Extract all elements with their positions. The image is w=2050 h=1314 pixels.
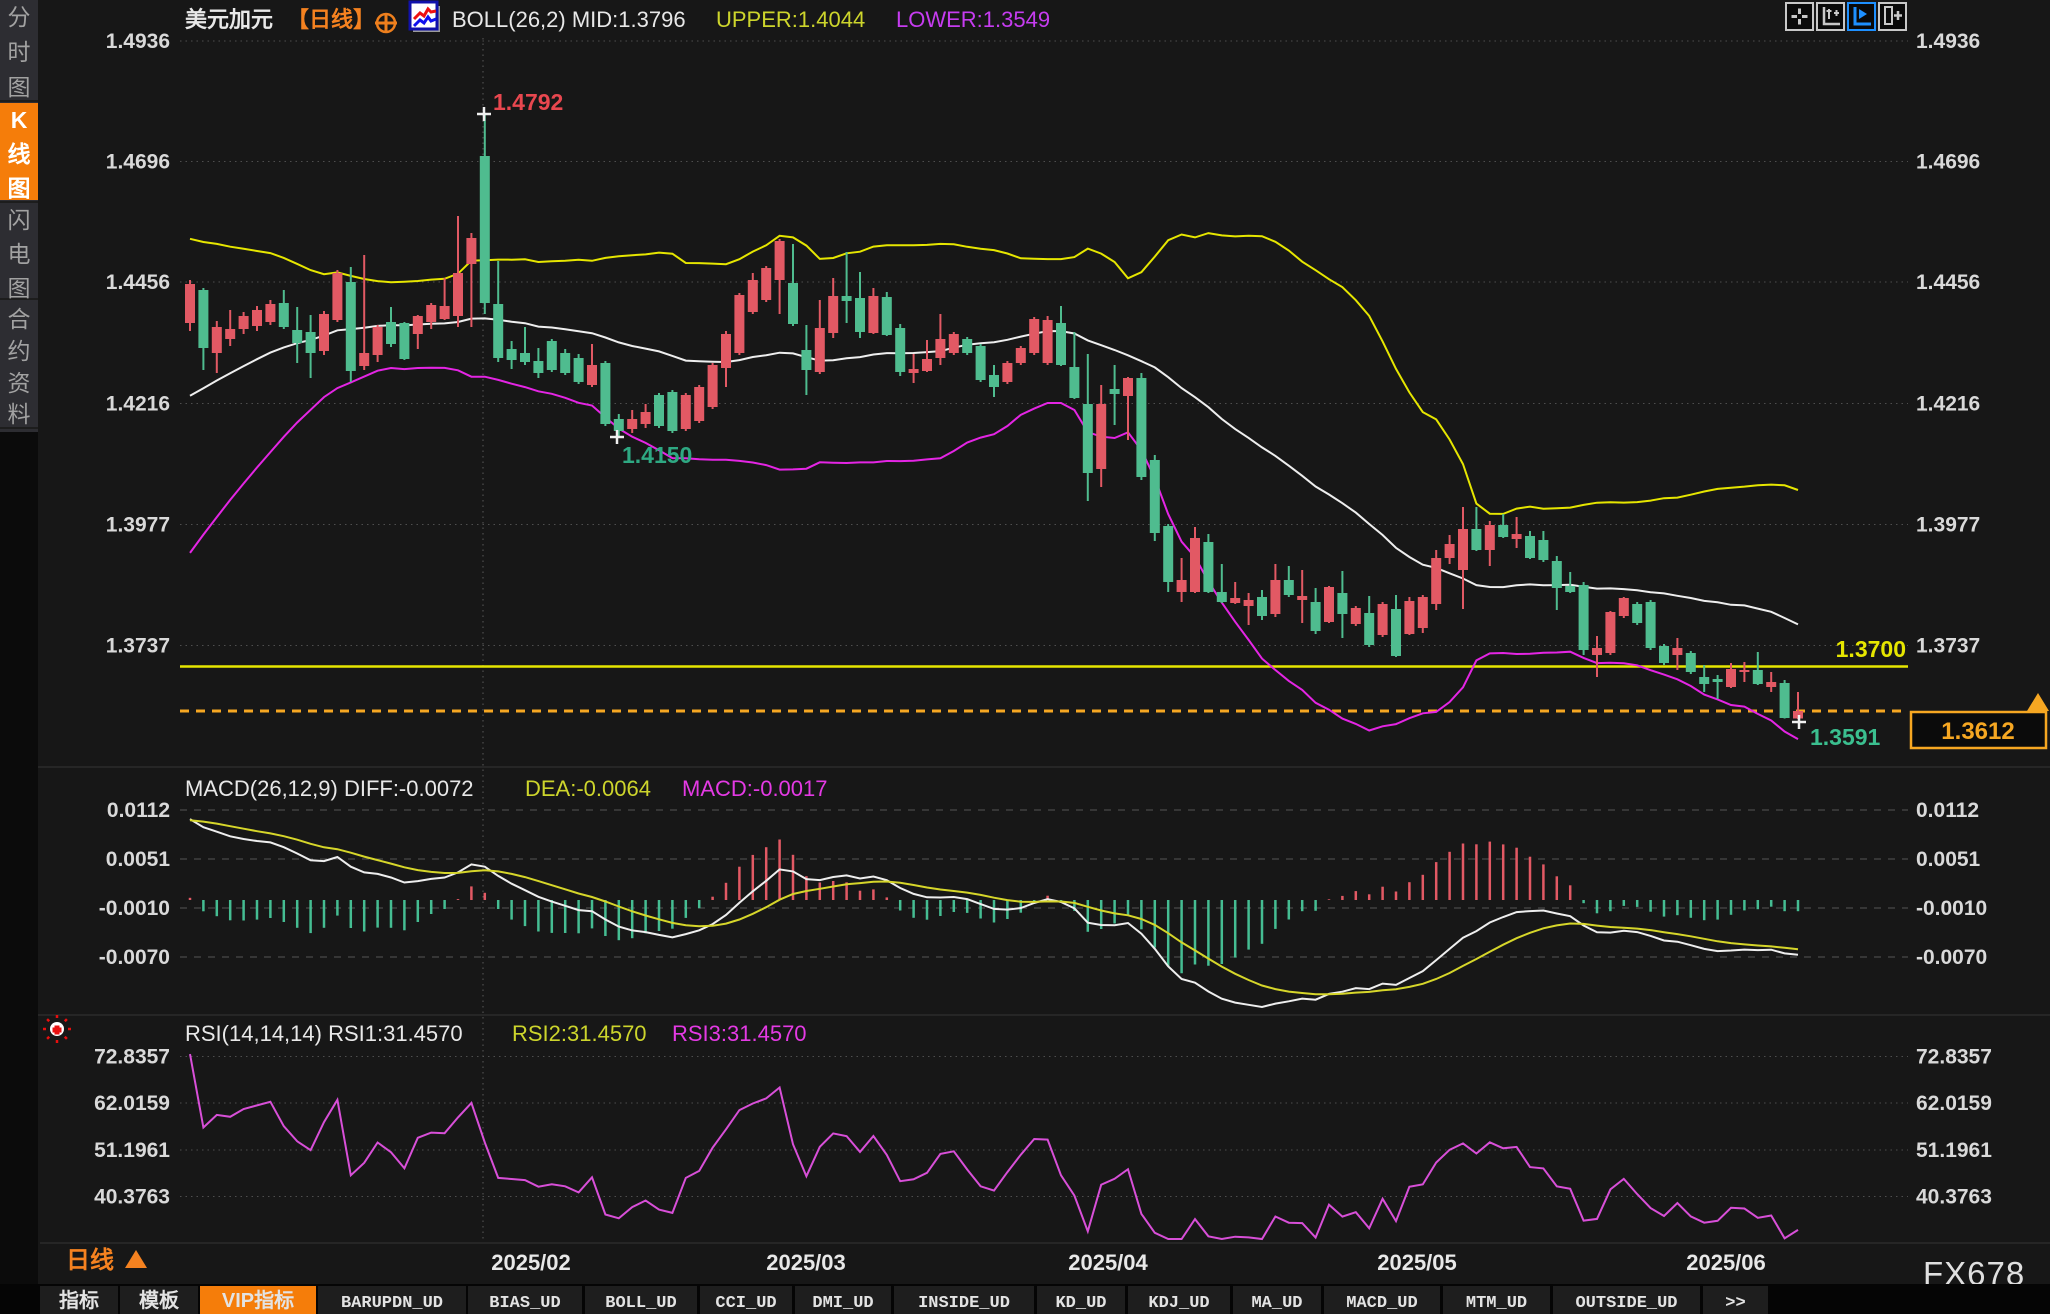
svg-text:40.3763: 40.3763 [1916,1186,1992,1209]
svg-text:电: 电 [8,241,31,267]
svg-text:2025/04: 2025/04 [1068,1250,1148,1275]
svg-text:1.3977: 1.3977 [1916,514,1980,537]
svg-text:DEA:-0.0064: DEA:-0.0064 [525,776,651,801]
svg-text:1.4696: 1.4696 [106,151,170,174]
svg-text:资: 资 [8,370,31,396]
svg-text:40.3763: 40.3763 [94,1186,170,1209]
svg-text:MTM_UD: MTM_UD [1466,1294,1527,1313]
svg-text:LOWER:1.3549: LOWER:1.3549 [896,7,1050,32]
svg-text:0.0112: 0.0112 [107,799,170,822]
svg-text:图: 图 [8,175,31,201]
svg-text:1.3700: 1.3700 [1836,636,1906,662]
svg-text:1.4456: 1.4456 [1916,271,1980,294]
svg-text:RSI2:31.4570: RSI2:31.4570 [512,1021,647,1046]
svg-text:-0.0070: -0.0070 [99,946,170,969]
svg-text:>>: >> [1725,1294,1745,1313]
svg-text:【日线】: 【日线】 [287,7,375,32]
svg-text:RSI3:31.4570: RSI3:31.4570 [672,1021,807,1046]
svg-text:INSIDE_UD: INSIDE_UD [918,1294,1010,1313]
svg-text:分: 分 [8,4,31,30]
svg-text:MACD(26,12,9) DIFF:-0.0072: MACD(26,12,9) DIFF:-0.0072 [185,776,474,801]
svg-text:2025/06: 2025/06 [1686,1250,1766,1275]
svg-text:美元加元: 美元加元 [185,7,273,32]
svg-text:日线: 日线 [66,1247,114,1274]
svg-text:RSI(14,14,14) RSI1:31.4570: RSI(14,14,14) RSI1:31.4570 [185,1021,463,1046]
svg-text:1.4216: 1.4216 [1916,393,1980,416]
svg-text:OUTSIDE_UD: OUTSIDE_UD [1575,1294,1677,1313]
svg-text:1.3591: 1.3591 [1810,724,1881,750]
svg-text:K: K [11,107,28,133]
svg-text:约: 约 [8,338,31,364]
svg-text:51.1961: 51.1961 [94,1139,170,1162]
svg-text:1.3612: 1.3612 [1941,718,2014,745]
svg-text:MACD:-0.0017: MACD:-0.0017 [682,776,828,801]
svg-text:1.4696: 1.4696 [1916,151,1980,174]
svg-text:时: 时 [8,39,31,65]
svg-text:模板: 模板 [139,1288,180,1312]
svg-text:1.4792: 1.4792 [493,89,563,115]
svg-text:BARUPDN_UD: BARUPDN_UD [341,1294,443,1313]
svg-text:合: 合 [8,306,31,332]
svg-text:DMI_UD: DMI_UD [812,1294,873,1313]
svg-text:CCI_UD: CCI_UD [715,1294,776,1313]
svg-text:1.3977: 1.3977 [106,514,170,537]
svg-text:1.4216: 1.4216 [106,393,170,416]
svg-text:1.3737: 1.3737 [106,635,170,658]
svg-text:1.4936: 1.4936 [106,30,170,53]
svg-text:MA_UD: MA_UD [1251,1294,1302,1313]
svg-text:BIAS_UD: BIAS_UD [489,1294,560,1313]
svg-text:2025/05: 2025/05 [1377,1250,1457,1275]
svg-text:指标: 指标 [59,1288,99,1312]
svg-text:2025/02: 2025/02 [491,1250,571,1275]
svg-text:51.1961: 51.1961 [1916,1139,1992,1162]
svg-text:闪: 闪 [8,207,31,233]
svg-text:KDJ_UD: KDJ_UD [1148,1294,1209,1313]
svg-text:BOLL(26,2) MID:1.3796: BOLL(26,2) MID:1.3796 [452,7,686,32]
svg-text:线: 线 [8,141,31,167]
svg-text:0.0112: 0.0112 [1916,799,1979,822]
svg-text:MACD_UD: MACD_UD [1346,1294,1417,1313]
svg-text:UPPER:1.4044: UPPER:1.4044 [716,7,865,32]
svg-text:72.8357: 72.8357 [94,1046,170,1069]
svg-text:0.0051: 0.0051 [1916,848,1981,871]
svg-text:料: 料 [8,401,31,427]
svg-text:-0.0010: -0.0010 [99,897,170,920]
svg-text:图: 图 [8,74,31,100]
svg-text:VIP指标: VIP指标 [222,1288,294,1312]
svg-text:1.4936: 1.4936 [1916,30,1980,53]
svg-text:62.0159: 62.0159 [94,1092,170,1115]
svg-text:-0.0070: -0.0070 [1916,946,1987,969]
svg-text:1.3737: 1.3737 [1916,635,1980,658]
svg-text:KD_UD: KD_UD [1055,1294,1106,1313]
svg-text:0.0051: 0.0051 [106,848,171,871]
svg-text:图: 图 [8,275,31,301]
svg-text:62.0159: 62.0159 [1916,1092,1992,1115]
svg-text:BOLL_UD: BOLL_UD [605,1294,676,1313]
svg-text:1.4456: 1.4456 [106,271,170,294]
svg-text:72.8357: 72.8357 [1916,1046,1992,1069]
svg-text:-0.0010: -0.0010 [1916,897,1987,920]
svg-text:2025/03: 2025/03 [766,1250,846,1275]
svg-text:1.4150: 1.4150 [622,442,692,468]
